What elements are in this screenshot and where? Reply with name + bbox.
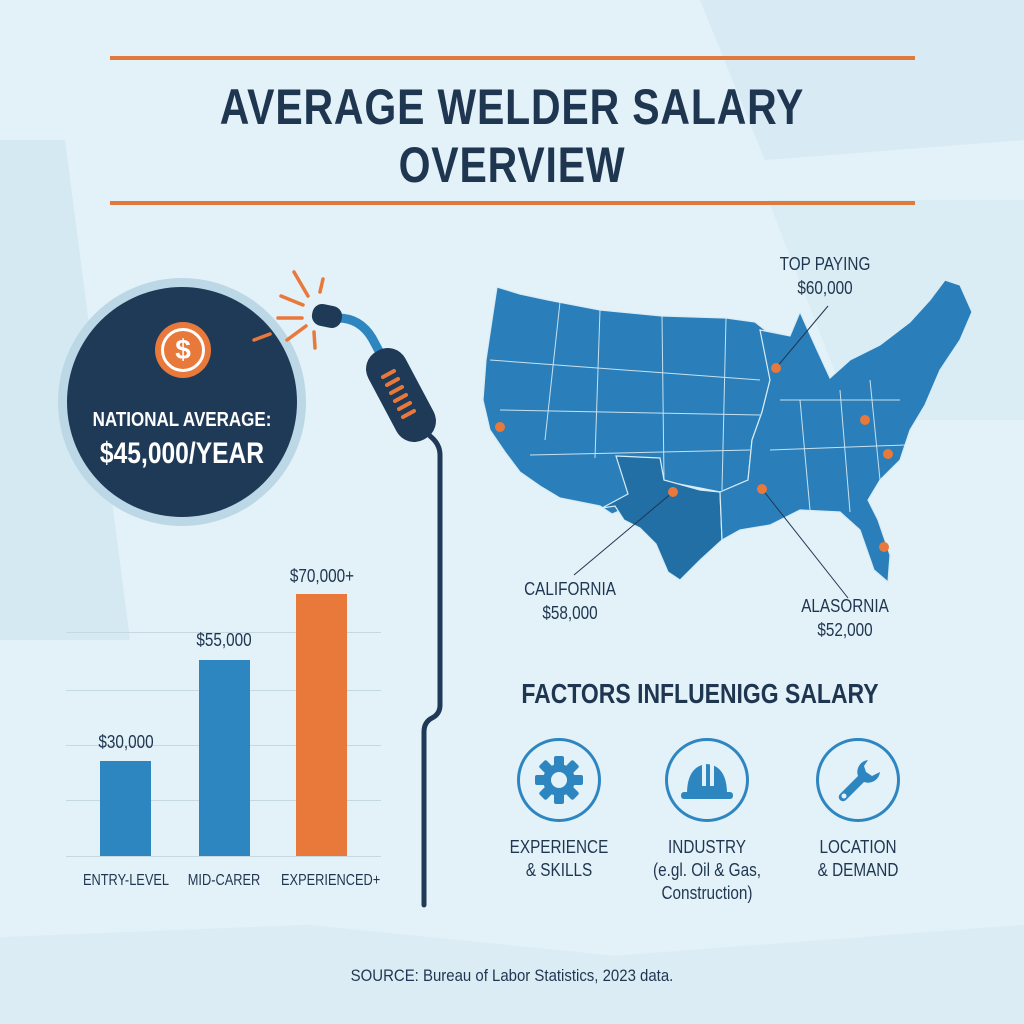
bar-mid-career bbox=[199, 660, 250, 856]
map-west bbox=[482, 286, 792, 515]
factor-label: INDUSTRY (e.gl. Oil & Gas, Construction) bbox=[652, 837, 761, 903]
dollar-sign: $ bbox=[161, 328, 205, 372]
bar-value-label: $30,000 bbox=[98, 732, 154, 752]
title-line-1: AVERAGE WELDER SALARY bbox=[219, 79, 805, 135]
national-average-label: NATIONAL AVERAGE: bbox=[92, 409, 272, 431]
map-marker bbox=[771, 363, 781, 373]
map-texas bbox=[601, 455, 723, 581]
page-title: AVERAGE WELDER SALARY OVERVIEW bbox=[92, 78, 932, 194]
title-top-rule bbox=[110, 56, 915, 60]
spark-icon bbox=[252, 270, 325, 350]
factor-industry: INDUSTRY (e.gl. Oil & Gas, Construction) bbox=[632, 738, 782, 905]
chart-baseline bbox=[66, 856, 381, 857]
us-map bbox=[482, 279, 973, 584]
bar-experienced bbox=[296, 594, 347, 856]
salary-bar-chart: $30,000 $55,000 $70,000+ ENTRY-LEVEL MID… bbox=[66, 560, 381, 890]
torch-cable bbox=[421, 433, 443, 908]
map-label-value: $52,000 bbox=[817, 620, 873, 640]
national-average-inner: $ NATIONAL AVERAGE: $45,000/YEAR bbox=[67, 287, 297, 517]
national-average-badge: $ NATIONAL AVERAGE: $45,000/YEAR bbox=[58, 278, 306, 526]
map-marker bbox=[757, 484, 767, 494]
factor-label: EXPERIENCE & SKILLS bbox=[509, 837, 609, 880]
map-leader-lines bbox=[573, 305, 849, 599]
map-label-title: CALIFORNIA bbox=[524, 579, 616, 599]
gridline bbox=[66, 632, 381, 633]
wrench-icon bbox=[816, 738, 900, 822]
map-east bbox=[719, 279, 973, 584]
hard-hat-icon bbox=[665, 738, 749, 822]
title-line-2: OVERVIEW bbox=[398, 137, 626, 193]
map-marker bbox=[495, 422, 505, 432]
factors-title: FACTORS INFLUENIGG SALARY bbox=[521, 678, 879, 709]
map-marker bbox=[879, 542, 889, 552]
map-marker bbox=[883, 449, 893, 459]
bar-entry-level bbox=[100, 761, 151, 856]
bar-value-label: $55,000 bbox=[196, 630, 252, 650]
factor-location: LOCATION & DEMAND bbox=[783, 738, 933, 882]
national-average-value: $45,000/YEAR bbox=[99, 437, 265, 470]
title-bottom-rule bbox=[110, 201, 915, 205]
factor-label: LOCATION & DEMAND bbox=[817, 837, 899, 880]
map-label-title: TOP PAYING bbox=[779, 254, 871, 274]
map-markers bbox=[495, 363, 893, 552]
bar-category-label: EXPERIENCED+ bbox=[281, 872, 381, 889]
map-label-value: $58,000 bbox=[542, 603, 598, 623]
bar-category-label: ENTRY-LEVEL bbox=[82, 872, 170, 889]
map-label-top-paying: TOP PAYING $60,000 bbox=[770, 252, 881, 300]
bar-value-label: $70,000+ bbox=[289, 566, 355, 586]
map-label-title: ALASORNIA bbox=[801, 596, 889, 616]
dollar-coin-icon: $ bbox=[155, 322, 211, 378]
gear-icon bbox=[517, 738, 601, 822]
map-marker bbox=[668, 487, 678, 497]
factor-experience: EXPERIENCE & SKILLS bbox=[484, 738, 634, 882]
map-label-california: CALIFORNIA $58,000 bbox=[515, 577, 626, 625]
source-citation: SOURCE: Bureau of Labor Statistics, 2023… bbox=[350, 966, 674, 985]
welding-torch-icon bbox=[311, 303, 436, 442]
map-label-value: $60,000 bbox=[797, 278, 853, 298]
bar-category-label: MID-CARER bbox=[187, 872, 261, 889]
map-marker bbox=[860, 415, 870, 425]
map-label-alasornia: ALASORNIA $52,000 bbox=[790, 594, 901, 642]
